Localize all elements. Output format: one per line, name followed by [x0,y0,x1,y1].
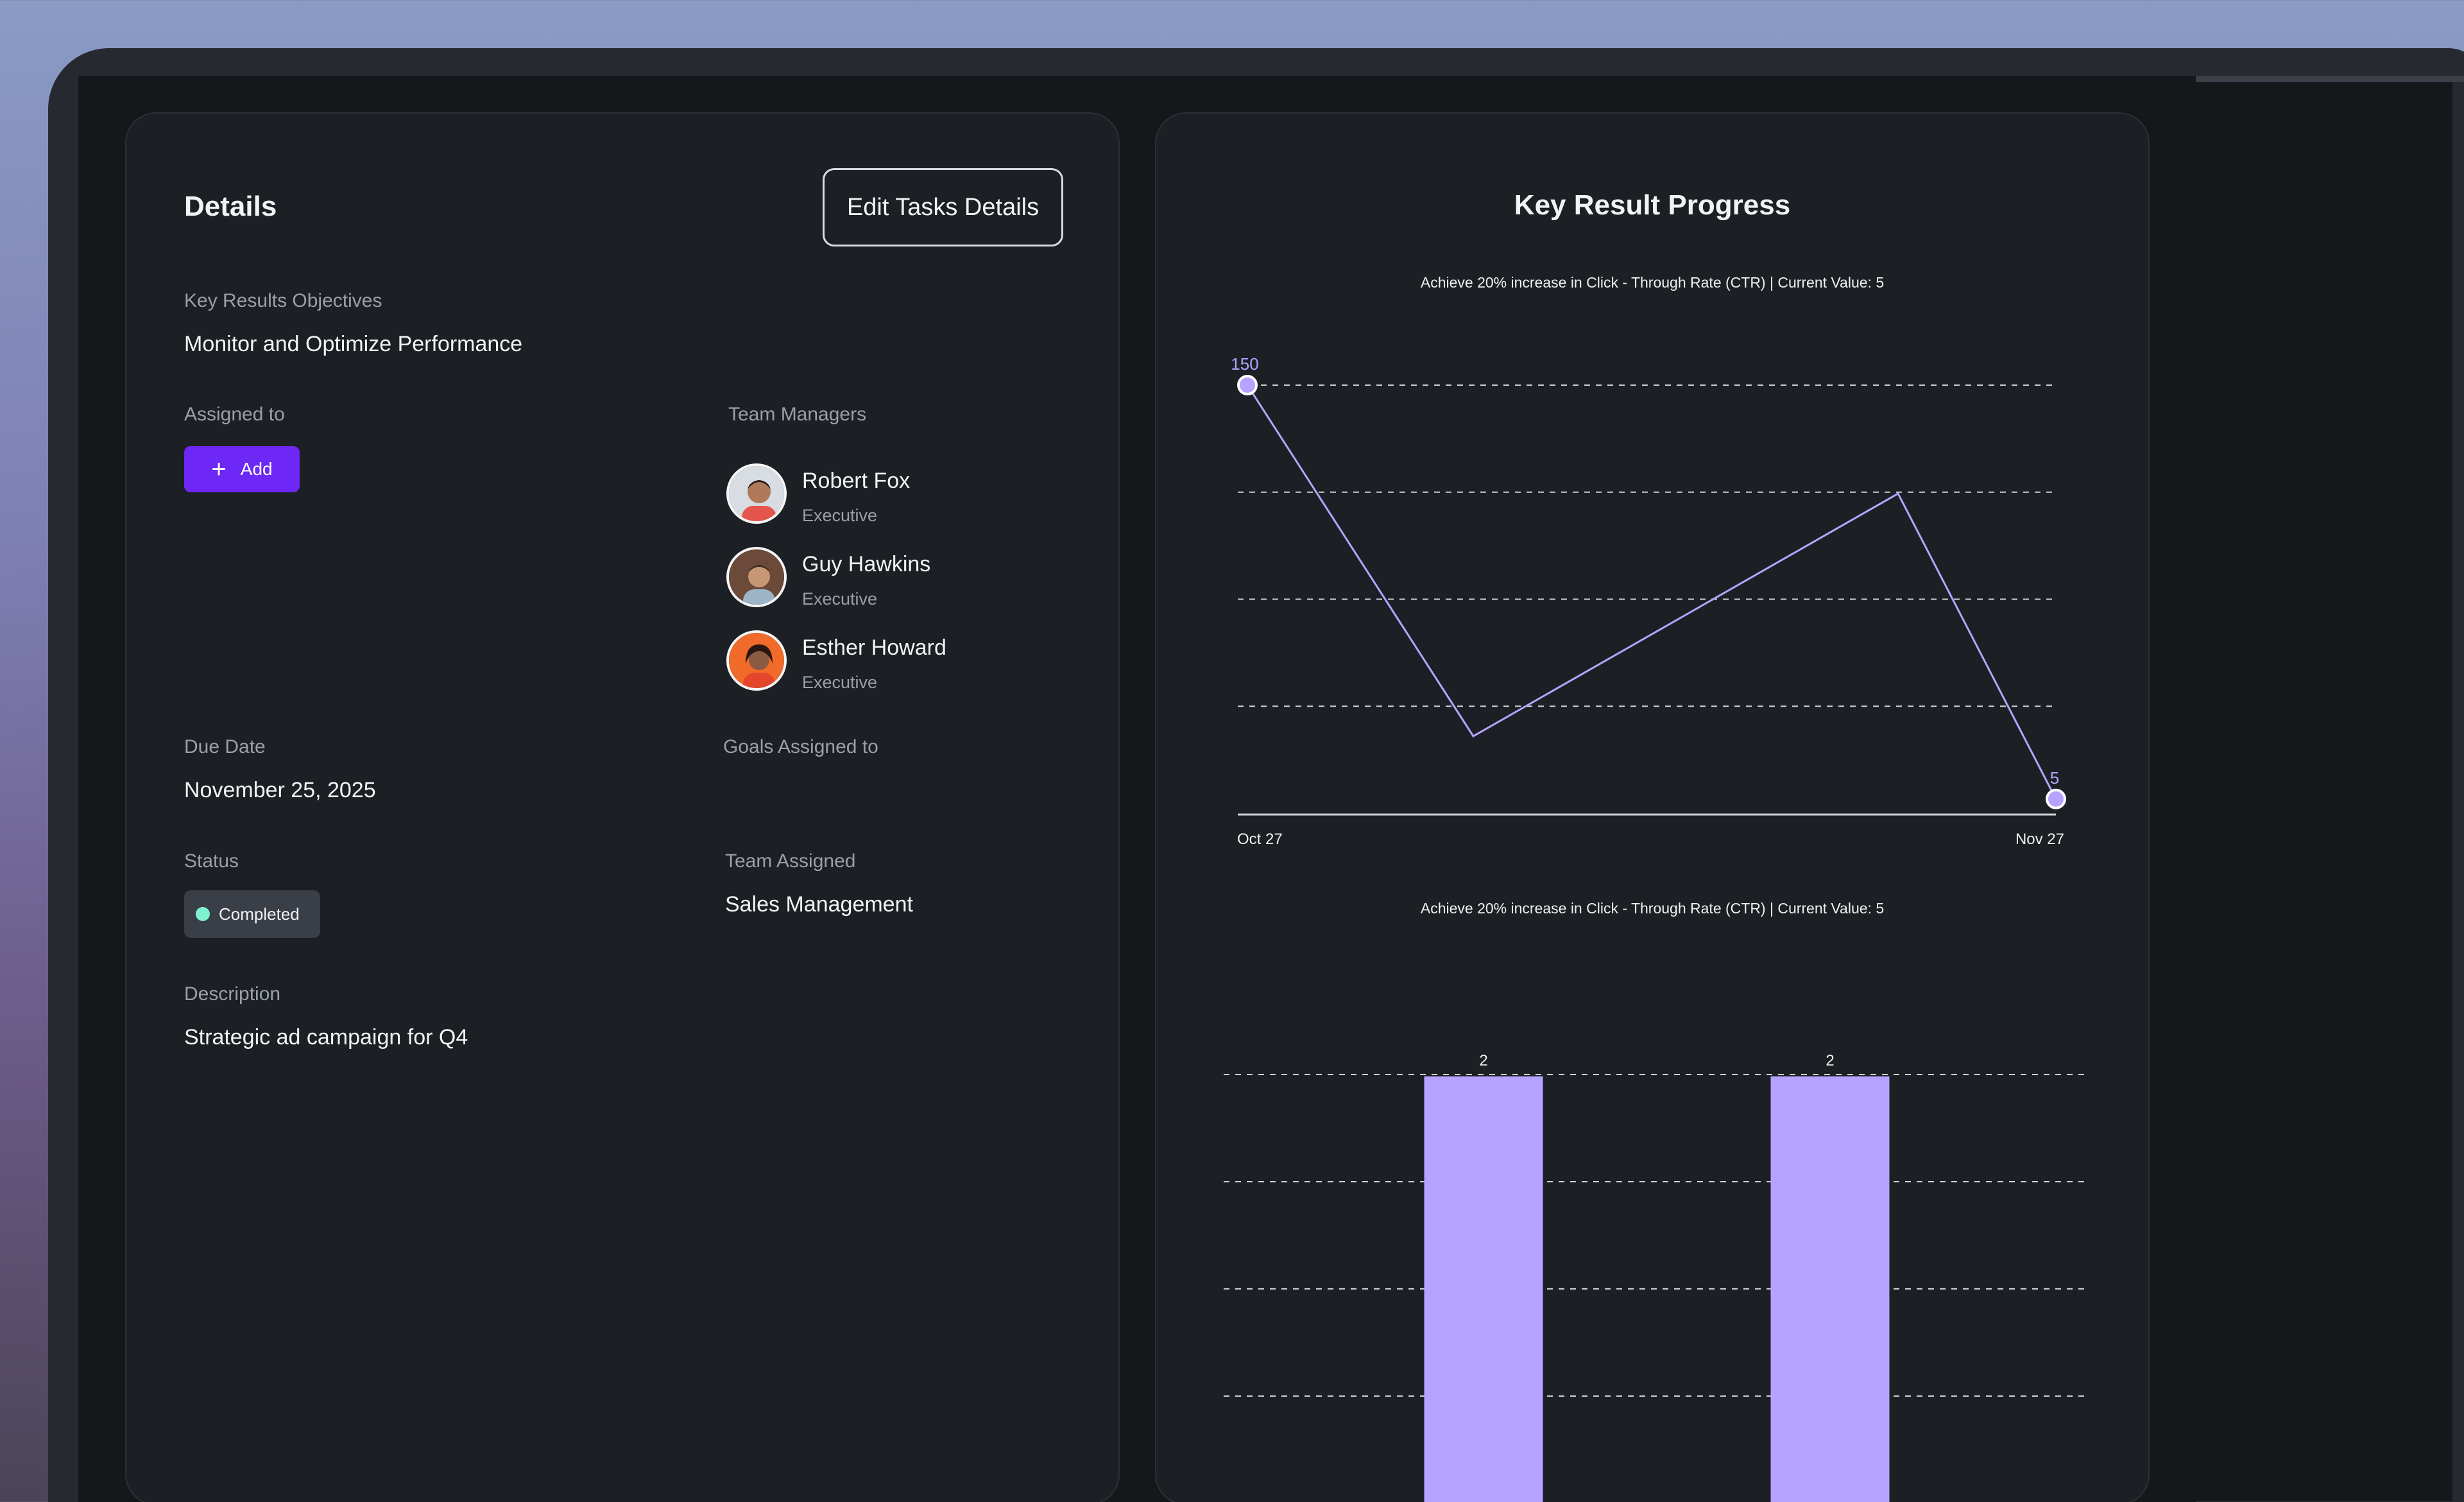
bar [1770,1076,1890,1502]
team-managers-label: Team Managers [728,404,867,425]
top-edge-strip [2196,76,2464,82]
manager-name: Robert Fox [802,469,911,493]
manager-role: Executive [802,506,878,525]
right-background [2196,82,2452,1501]
details-title: Details [184,191,277,222]
avatar-guy-icon [729,549,784,605]
key-results-label: Key Results Objectives [184,290,382,311]
data-point [2046,788,2066,809]
manager-item[interactable]: Esther Howard Executive [726,630,1047,695]
due-date-label: Due Date [184,736,266,757]
bar-value-label: 2 [1479,1052,1487,1069]
status-label: Status [184,850,239,872]
bar-chart: 2Oct 272Nov 27 [1224,1052,2085,1502]
manager-name: Esther Howard [802,635,946,660]
x-tick-label: Nov 27 [2015,831,2064,848]
key-result-progress-panel: Key Result Progress Achieve 20% increase… [1155,112,2150,1502]
status-dot-icon [196,907,210,921]
status-text: Completed [219,904,300,924]
series-line [1246,384,2057,800]
point-label: 5 [2050,768,2059,788]
line-chart: 150 5 Oct 27 Nov 27 [1231,354,2066,848]
line-chart-title: Achieve 20% increase in Click - Through … [1420,274,1885,291]
manager-role: Executive [802,589,878,609]
avatar-robert-icon [729,466,784,521]
point-label: 150 [1231,354,1258,374]
avatar [726,547,787,607]
add-assignee-button[interactable]: + Add [184,446,300,492]
avatar [726,630,787,691]
manager-item[interactable]: Guy Hawkins Executive [726,547,1047,611]
bar [1424,1076,1543,1502]
progress-title: Key Result Progress [1514,189,1791,221]
bar-chart-title: Achieve 20% increase in Click - Through … [1420,900,1885,917]
status-badge: Completed [184,890,320,938]
manager-name: Guy Hawkins [802,552,931,576]
description-label: Description [184,983,281,1005]
x-tick-label: Oct 27 [1237,831,1283,848]
assigned-to-label: Assigned to [184,404,285,425]
edit-tasks-details-button[interactable]: Edit Tasks Details [823,168,1063,246]
description-value: Strategic ad campaign for Q4 [184,1025,468,1049]
plus-icon: + [211,455,227,483]
manager-item[interactable]: Robert Fox Executive [726,463,1047,528]
details-panel: Details Edit Tasks Details Key Results O… [125,112,1120,1502]
team-assigned-label: Team Assigned [725,850,856,872]
avatar [726,463,787,524]
data-point [1237,375,1258,395]
team-assigned-value: Sales Management [725,892,913,917]
bar-value-label: 2 [1826,1052,1834,1069]
manager-role: Executive [802,673,878,692]
add-button-label: Add [240,459,273,479]
avatar-esther-icon [729,633,784,688]
due-date-value: November 25, 2025 [184,778,376,802]
goals-assigned-label: Goals Assigned to [723,736,878,757]
key-results-value: Monitor and Optimize Performance [184,332,523,356]
